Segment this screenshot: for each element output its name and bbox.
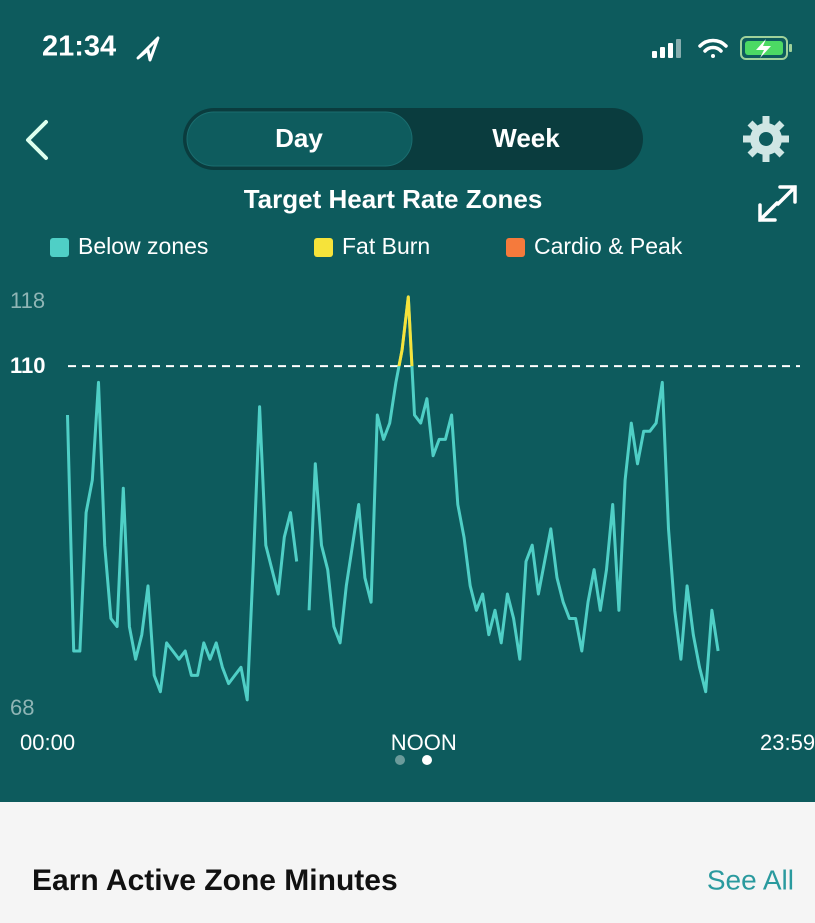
x-tick-label: NOON: [391, 730, 457, 755]
x-tick-label: 00:00: [20, 730, 75, 755]
legend-swatch: [50, 238, 69, 257]
tab-label[interactable]: Week: [492, 123, 560, 153]
y-tick-label: 68: [10, 695, 34, 720]
legend-label: Below zones: [78, 233, 208, 259]
page-dot: [395, 755, 405, 765]
x-tick-label: 23:59: [760, 730, 815, 755]
signal-icon: [652, 39, 681, 58]
settings-button[interactable]: [743, 116, 789, 162]
legend-swatch: [314, 238, 333, 257]
tab-selected[interactable]: [186, 111, 413, 167]
status-time: 21:34: [42, 31, 116, 63]
section-title: Earn Active Zone Minutes: [32, 864, 398, 897]
wifi-icon: [698, 38, 728, 58]
battery-icon: [740, 36, 792, 60]
tab-label[interactable]: Day: [275, 123, 323, 153]
heart-rate-line: [66, 295, 720, 702]
y-tick-label: 118: [10, 288, 45, 313]
page-dot-active: [422, 755, 432, 765]
plot: Below zones Fat Burn Cardio & Peak 68 110 118…: [10, 233, 815, 755]
legend-label: Cardio & Peak: [534, 233, 683, 259]
y-tick-label: 110: [10, 353, 46, 378]
chart-title: Target Heart Rate Zones: [244, 184, 543, 214]
location-icon: [136, 36, 160, 62]
see-all-link[interactable]: See All: [707, 864, 794, 895]
back-button[interactable]: [26, 120, 48, 160]
expand-button[interactable]: [758, 185, 797, 222]
content-background: [0, 802, 815, 923]
legend-label: Fat Burn: [342, 233, 430, 259]
legend-swatch: [506, 238, 525, 257]
